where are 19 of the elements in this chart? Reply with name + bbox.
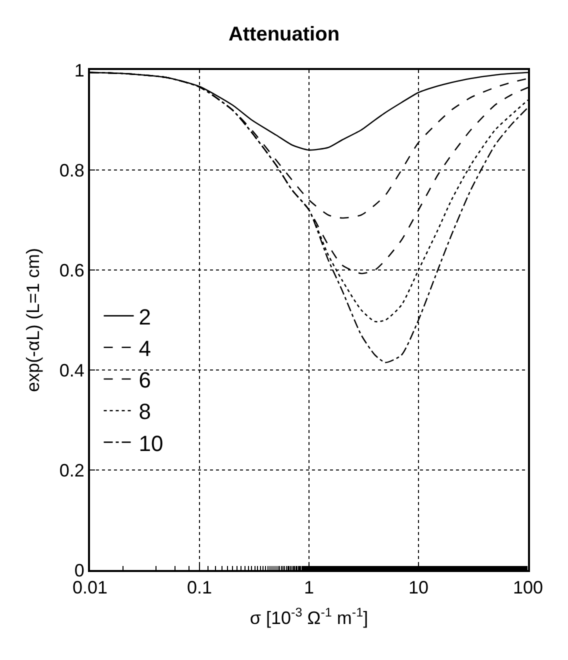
x-tick-label: 10 [408,578,429,598]
y-axis-title: exp(-αL) (L=1 cm) [23,248,44,392]
y-tick-label: 1 [74,60,84,80]
legend-label: 8 [138,399,152,424]
y-tick-label: 0.6 [59,260,84,280]
y-tick-label: 0.8 [59,160,84,180]
y-tick-label: 0.4 [59,360,84,380]
y-tick-label: 0 [74,560,84,580]
legend-label: 2 [138,304,152,330]
x-tick-label: 0.1 [186,578,212,598]
x-tick-label: 100 [512,578,544,598]
x-tick-label: 1 [304,578,314,598]
x-tick-label: 0.01 [72,578,108,598]
chart-title: Attenuation [228,23,340,46]
x-axis-title: σ [10$^{-3}$ Ω$^{-1}$ m$^{-1}$] [250,606,368,628]
legend-label: 6 [138,368,152,393]
legend-label: 4 [138,336,152,361]
legend-label: 10 [138,430,164,456]
y-tick-label: 0.2 [59,460,84,480]
